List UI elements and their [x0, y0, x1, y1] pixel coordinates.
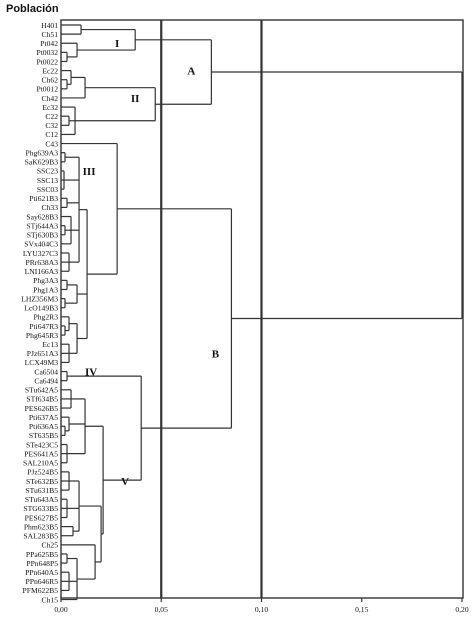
cluster-label: II	[131, 93, 140, 105]
leaf-label: Ca6494	[34, 376, 58, 385]
leaf-label: SSC13	[37, 176, 58, 185]
leaf-label: PFM622B5	[23, 586, 59, 595]
leaf-label: LNI166A3	[25, 267, 59, 276]
leaf-label: Phg2R3	[34, 313, 59, 322]
leaf-label: SAL210A5	[23, 459, 58, 468]
leaf-label: H401	[41, 21, 58, 30]
leaf-label: PPn640A5	[25, 568, 58, 577]
leaf-label: Ch51	[42, 30, 59, 39]
leaf-label: Phg639A3	[26, 148, 59, 157]
leaf-label: STe632B5	[26, 477, 58, 486]
leaf-label: PJz651A3	[27, 349, 58, 358]
leaf-label: C12	[45, 130, 58, 139]
leaf-label: Phg3A3	[33, 276, 58, 285]
leaf-label: Pti621B3	[29, 194, 58, 203]
leaf-label: C43	[45, 139, 58, 148]
leaf-label: STu631B5	[25, 486, 58, 495]
axis-tick-label: 0,20	[455, 605, 468, 614]
axis-tick-label: 0,00	[54, 605, 67, 614]
leaf-label: LcO149B3	[24, 304, 58, 313]
leaf-label: Ch62	[42, 76, 59, 85]
leaf-label: Ch25	[42, 541, 59, 550]
leaf-label: Phm623B5	[24, 522, 58, 531]
leaf-label: STu642A5	[25, 386, 58, 395]
axis-tick-label: 0,05	[155, 605, 168, 614]
leaf-label: Pti647R3	[29, 322, 58, 331]
chart-title: Población	[6, 3, 59, 15]
leaf-label: PRr638A3	[26, 258, 59, 267]
leaf-label: SSC23	[37, 167, 58, 176]
leaf-label: LHZ356M3	[21, 294, 58, 303]
leaf-label: PES626B5	[25, 404, 59, 413]
leaf-label: Pt0032	[36, 48, 58, 57]
leaf-label: Pti636A5	[29, 422, 58, 431]
leaf-label: Pt042	[40, 39, 58, 48]
leaf-label: PES627B5	[25, 513, 59, 522]
leaf-label: STe423C5	[26, 440, 58, 449]
cluster-label: I	[115, 38, 119, 50]
leaf-label: STj630B3	[27, 231, 58, 240]
leaf-label: C32	[45, 121, 58, 130]
leaf-label: PPn648P5	[26, 559, 58, 568]
dendrogram-branches	[61, 24, 463, 601]
leaf-label: SaK629B3	[25, 158, 59, 167]
leaf-label: Ch42	[42, 94, 59, 103]
cluster-label: IV	[85, 367, 97, 379]
leaf-label: Pt0012	[36, 85, 58, 94]
leaf-label: Say628B3	[26, 212, 58, 221]
axis-tick-label: 0,15	[355, 605, 368, 614]
cluster-label: III	[83, 166, 96, 178]
leaf-label: Pti637A5	[29, 413, 58, 422]
leaf-label: Ch33	[42, 203, 59, 212]
leaf-label: PPn646R5	[26, 577, 59, 586]
reference-lines	[160, 20, 263, 598]
leaf-label: STG633B5	[23, 504, 58, 513]
leaf-label: STf634B5	[26, 395, 58, 404]
leaf-label: LYU327C3	[23, 249, 58, 258]
leaf-label: PES641A5	[24, 449, 58, 458]
axis-tick-label: 0,10	[255, 605, 268, 614]
leaf-label: PJz524B5	[27, 468, 58, 477]
cluster-label: B	[212, 348, 220, 360]
leaf-label: Ca6504	[34, 367, 58, 376]
leaf-label: SSC03	[37, 185, 58, 194]
leaf-label: ST635B5	[29, 431, 58, 440]
leaf-label: Phg645R3	[26, 331, 58, 340]
leaf-label: Pt0022	[36, 57, 58, 66]
leaf-label: C22	[45, 112, 58, 121]
leaf-label: STu643A5	[25, 495, 58, 504]
cluster-label: A	[187, 66, 195, 78]
cluster-label: V	[121, 476, 129, 488]
leaf-labels: H401Ch51Pt042Pt0032Pt0022Ec22Ch62Pt0012C…	[21, 21, 58, 605]
leaf-label: Ec13	[42, 340, 58, 349]
x-axis: 0,00 0,05 0,10 0,15 0,20	[54, 598, 469, 614]
leaf-label: Ch15	[42, 595, 59, 604]
leaf-label: STj644A3	[26, 221, 58, 230]
leaf-label: Phg1A3	[33, 285, 58, 294]
leaf-label: Ec32	[42, 103, 58, 112]
leaf-label: Ec22	[42, 66, 58, 75]
leaf-label: PPa625B5	[26, 550, 58, 559]
leaf-label: SVx404C3	[24, 240, 58, 249]
leaf-label: LCX49M3	[25, 358, 59, 367]
leaf-label: SAL283B5	[23, 532, 58, 541]
